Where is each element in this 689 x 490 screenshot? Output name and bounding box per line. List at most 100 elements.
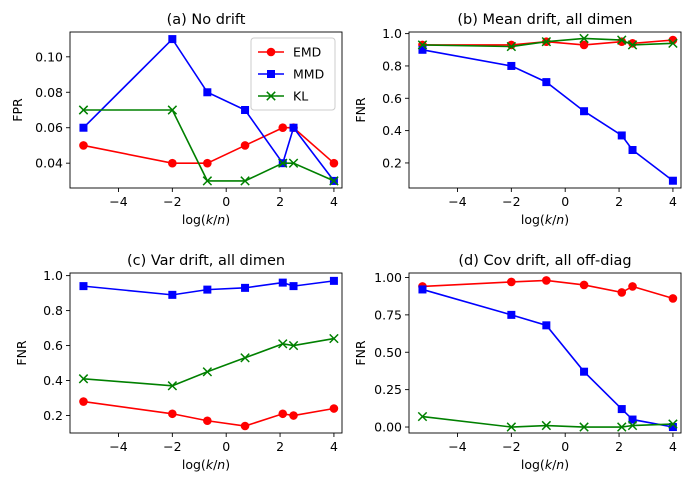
data-point — [617, 131, 626, 140]
x-axis-label: log(k/n) — [182, 457, 230, 472]
x-tick-label: 2 — [276, 439, 284, 454]
series-line — [83, 337, 335, 387]
legend-label: MMD — [293, 67, 324, 82]
data-point — [78, 374, 89, 384]
series-emd — [79, 123, 339, 168]
data-point — [278, 158, 288, 168]
data-point — [278, 339, 288, 349]
data-point — [668, 35, 678, 45]
panel-2: (b) Mean drift, all dimen −4 −2 0 2 4 0.2 0.4 0.… — [353, 12, 682, 227]
y-tick-label: 1.00 — [374, 270, 402, 285]
y-tick-label: 0.4 — [43, 373, 63, 388]
data-point — [289, 123, 298, 132]
data-point — [240, 421, 250, 431]
axes-frame — [408, 272, 682, 434]
x-tick-label: −2 — [163, 194, 181, 209]
x-tick-label: 2 — [615, 194, 623, 209]
series-kl — [78, 105, 339, 186]
data-point — [289, 282, 298, 291]
data-point — [668, 176, 677, 185]
data-point — [168, 35, 177, 44]
y-tick-label: 0.4 — [382, 123, 402, 138]
series-kl — [417, 33, 678, 52]
series-emd — [79, 397, 339, 431]
panel-4: (d) Cov drift, all off-diag −4 −2 0 2 4 0.00 0.… — [353, 253, 682, 472]
axes-frame — [69, 31, 343, 189]
data-point — [167, 381, 178, 391]
y-tick-label: 0.8 — [382, 58, 402, 73]
data-point — [202, 367, 213, 377]
data-point — [78, 105, 89, 115]
data-point — [668, 38, 678, 49]
y-axis-label: FNR — [353, 340, 368, 366]
data-point — [628, 415, 637, 424]
data-point — [289, 411, 298, 420]
data-point — [79, 282, 88, 291]
y-tick-label: 0.8 — [43, 303, 63, 318]
data-point — [627, 420, 638, 431]
data-point — [628, 282, 637, 291]
x-tick-label: 0 — [561, 194, 569, 209]
data-point — [579, 40, 589, 50]
data-point — [617, 405, 626, 414]
legend-marker — [266, 91, 276, 101]
data-point — [240, 176, 250, 186]
data-point — [168, 409, 177, 419]
data-point — [418, 45, 427, 54]
series-line — [83, 126, 335, 164]
data-point — [541, 420, 552, 431]
data-point — [278, 123, 288, 133]
x-tick-label: −2 — [163, 439, 181, 454]
data-point — [202, 176, 213, 186]
y-tick-label: 1.0 — [43, 268, 63, 283]
data-point — [617, 422, 627, 432]
x-tick-label: 2 — [276, 194, 284, 209]
data-point — [329, 333, 339, 344]
x-tick-label: −2 — [502, 439, 520, 454]
data-point — [240, 353, 250, 363]
data-point — [507, 310, 516, 319]
x-tick-label: −4 — [448, 194, 466, 209]
data-point — [241, 106, 250, 114]
data-point — [507, 40, 516, 50]
data-point — [541, 36, 552, 47]
x-tick-label: −4 — [109, 439, 127, 454]
data-point — [203, 285, 212, 294]
data-point — [288, 158, 299, 168]
data-point — [418, 285, 427, 294]
data-point — [329, 404, 339, 413]
data-point — [167, 105, 178, 115]
series-mmd — [418, 45, 677, 185]
data-point — [241, 283, 250, 292]
y-tick-label: 0.2 — [43, 408, 63, 423]
y-tick-label: 0.6 — [43, 338, 63, 353]
data-point — [668, 294, 678, 303]
data-point — [79, 397, 88, 406]
y-axis-label: FPR — [10, 98, 25, 122]
x-tick-label: 0 — [561, 439, 569, 454]
axes-frame — [408, 31, 682, 189]
series-kl — [78, 333, 339, 391]
x-tick-label: −4 — [448, 439, 466, 454]
data-point — [329, 176, 339, 186]
y-tick-label: 0.06 — [35, 120, 63, 135]
y-tick-label: 0.00 — [374, 420, 402, 435]
data-point — [668, 419, 678, 429]
data-point — [203, 158, 212, 168]
data-point — [542, 321, 551, 330]
y-tick-label: 1.0 — [382, 26, 402, 41]
y-tick-label: 0.6 — [382, 91, 402, 106]
series-line — [83, 109, 335, 182]
y-axis-label: FNR — [14, 340, 29, 366]
legend: EMD MMD KL — [250, 37, 336, 111]
data-point — [668, 423, 677, 432]
x-tick-label: −4 — [109, 194, 127, 209]
panel-title: (b) Mean drift, all dimen — [457, 12, 632, 28]
y-tick-label: 0.50 — [374, 345, 402, 360]
legend-marker — [267, 70, 275, 78]
panel-title: (a) No drift — [167, 12, 246, 28]
x-tick-label: 4 — [669, 194, 677, 209]
data-point — [579, 33, 589, 44]
y-tick-label: 0.75 — [374, 307, 402, 322]
